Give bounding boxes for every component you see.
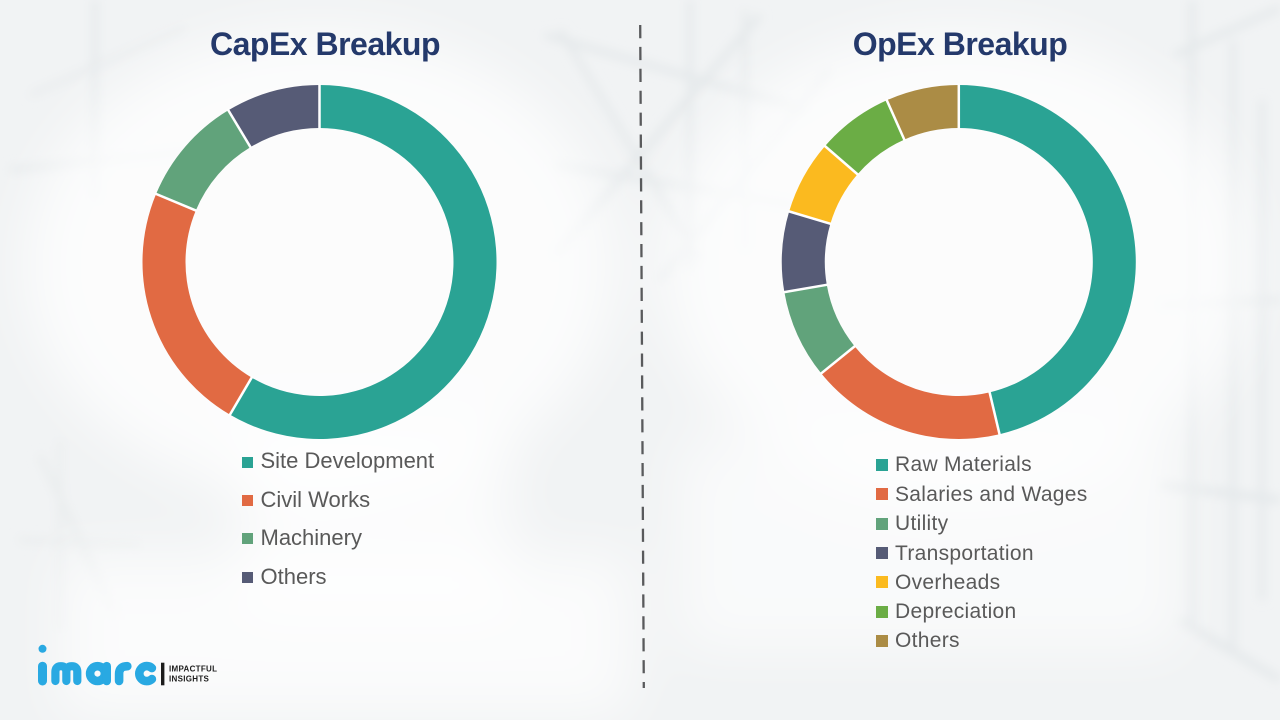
svg-text:INSIGHTS: INSIGHTS (169, 674, 210, 683)
svg-text:IMPACTFUL: IMPACTFUL (169, 665, 217, 674)
